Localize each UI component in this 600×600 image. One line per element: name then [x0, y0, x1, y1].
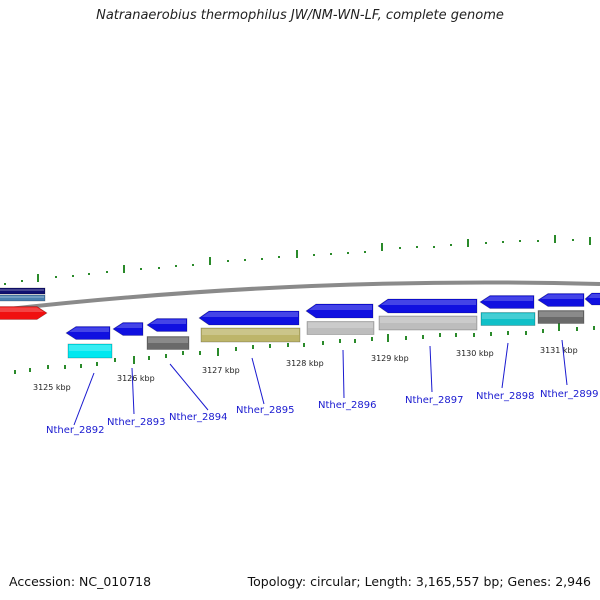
gene-light-gray	[378, 315, 478, 331]
gene-arrow-shine	[116, 323, 142, 328]
scale-label: 3128 kbp	[286, 359, 324, 368]
gene-cyan	[67, 343, 113, 359]
gene-dark-gray-shine	[539, 311, 583, 317]
gene-olive	[200, 327, 301, 343]
gene-arrow-shine	[202, 312, 298, 317]
gene-arrow-shine	[588, 294, 600, 298]
scale-label: 3125 kbp	[33, 383, 71, 392]
gene-label: Nther_2892	[46, 425, 104, 436]
topology-text: Topology: circular; Length: 3,165,557 bp…	[247, 574, 591, 589]
inner-tick-marks	[14, 323, 595, 374]
leader-line	[73, 372, 95, 426]
scale-label: 3131 kbp	[540, 346, 578, 355]
gene-arrow	[479, 295, 535, 309]
gene-dark-gray	[537, 310, 585, 324]
gene-arrow-shine	[69, 327, 109, 332]
leader-line	[169, 363, 209, 411]
gene-steelblue-shine	[0, 296, 44, 298]
gene-olive-shine	[202, 329, 299, 335]
gene-arrow	[65, 326, 111, 340]
gene-label: Nther_2896	[318, 400, 376, 411]
gene-arrow	[198, 310, 300, 326]
gene-dark-gray-shine	[148, 337, 188, 343]
gene-red-arrow-shine	[0, 307, 44, 312]
scale-label: 3127 kbp	[202, 366, 240, 375]
gene-leader-lines	[73, 339, 568, 426]
gene-arrow	[377, 298, 478, 314]
gene-steelblue	[0, 294, 46, 302]
gene-red-arrow	[0, 306, 48, 320]
gene-light-gray	[306, 321, 375, 335]
gene-label: Nther_2895	[236, 405, 294, 416]
gene-teal	[480, 312, 536, 326]
scale-label: 3129 kbp	[371, 354, 409, 363]
gene-arrow	[112, 322, 144, 336]
gene-light-gray-shine	[308, 322, 373, 328]
outer-tick-marks	[4, 235, 591, 285]
gene-arrow-shine	[541, 294, 583, 299]
gene-arrow	[305, 303, 374, 319]
gene-navy-shine	[0, 289, 44, 291]
gene-label: Nther_2898	[476, 391, 534, 402]
gene-label: Nther_2893	[107, 417, 165, 428]
gene-arrow-shine	[483, 296, 533, 301]
leader-line	[131, 367, 135, 415]
leader-line	[561, 339, 568, 386]
scale-label: 3130 kbp	[456, 349, 494, 358]
gene-cyan-shine	[69, 345, 111, 351]
gene-dark-gray	[146, 336, 190, 350]
gene-arrow	[537, 293, 585, 307]
gene-arrow-shine	[150, 319, 186, 324]
gene-teal-shine	[482, 313, 534, 319]
gene-light-gray-shine	[380, 317, 476, 323]
gene-label: Nther_2894	[169, 412, 227, 423]
leader-line	[251, 357, 265, 405]
gene-arrow-shine	[309, 305, 372, 310]
leader-line	[342, 349, 345, 399]
gene-arrow-shine	[381, 300, 476, 305]
gene-arrow	[146, 318, 188, 332]
gene-label: Nther_2897	[405, 395, 463, 406]
leader-line	[501, 342, 509, 389]
map-title: Natranaerobius thermophilus JW/NM-WN-LF,…	[96, 8, 504, 23]
scale-labels: 3125 kbp 3126 kbp 3127 kbp 3128 kbp 3129 kbp…	[33, 346, 578, 392]
gene-arrow	[584, 292, 600, 306]
gene-label: Nther_2899	[540, 389, 598, 400]
leader-line	[429, 345, 433, 393]
scale-label: 3126 kbp	[117, 374, 155, 383]
genome-backbone	[0, 280, 600, 312]
accession-text: Accession: NC_010718	[9, 574, 152, 589]
gene-navy	[0, 287, 46, 295]
gene-features	[0, 287, 600, 359]
